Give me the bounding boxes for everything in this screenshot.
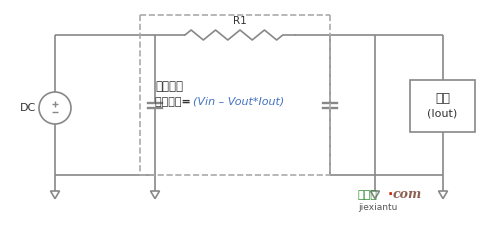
Text: ·: ·	[388, 188, 393, 202]
Text: R1: R1	[233, 16, 247, 26]
Text: (Iout): (Iout)	[428, 109, 458, 119]
Text: 负荷: 负荷	[435, 92, 450, 105]
Text: 旁路元件: 旁路元件	[155, 80, 183, 94]
Text: 耗散功率=: 耗散功率=	[155, 97, 194, 107]
Text: jiexiantu: jiexiantu	[358, 203, 398, 212]
Text: 接线图: 接线图	[358, 190, 378, 200]
Text: (Vin – Vout*Iout): (Vin – Vout*Iout)	[193, 97, 284, 107]
Text: com: com	[393, 188, 422, 201]
Bar	[410, 80, 475, 132]
Text: DC: DC	[20, 103, 36, 113]
